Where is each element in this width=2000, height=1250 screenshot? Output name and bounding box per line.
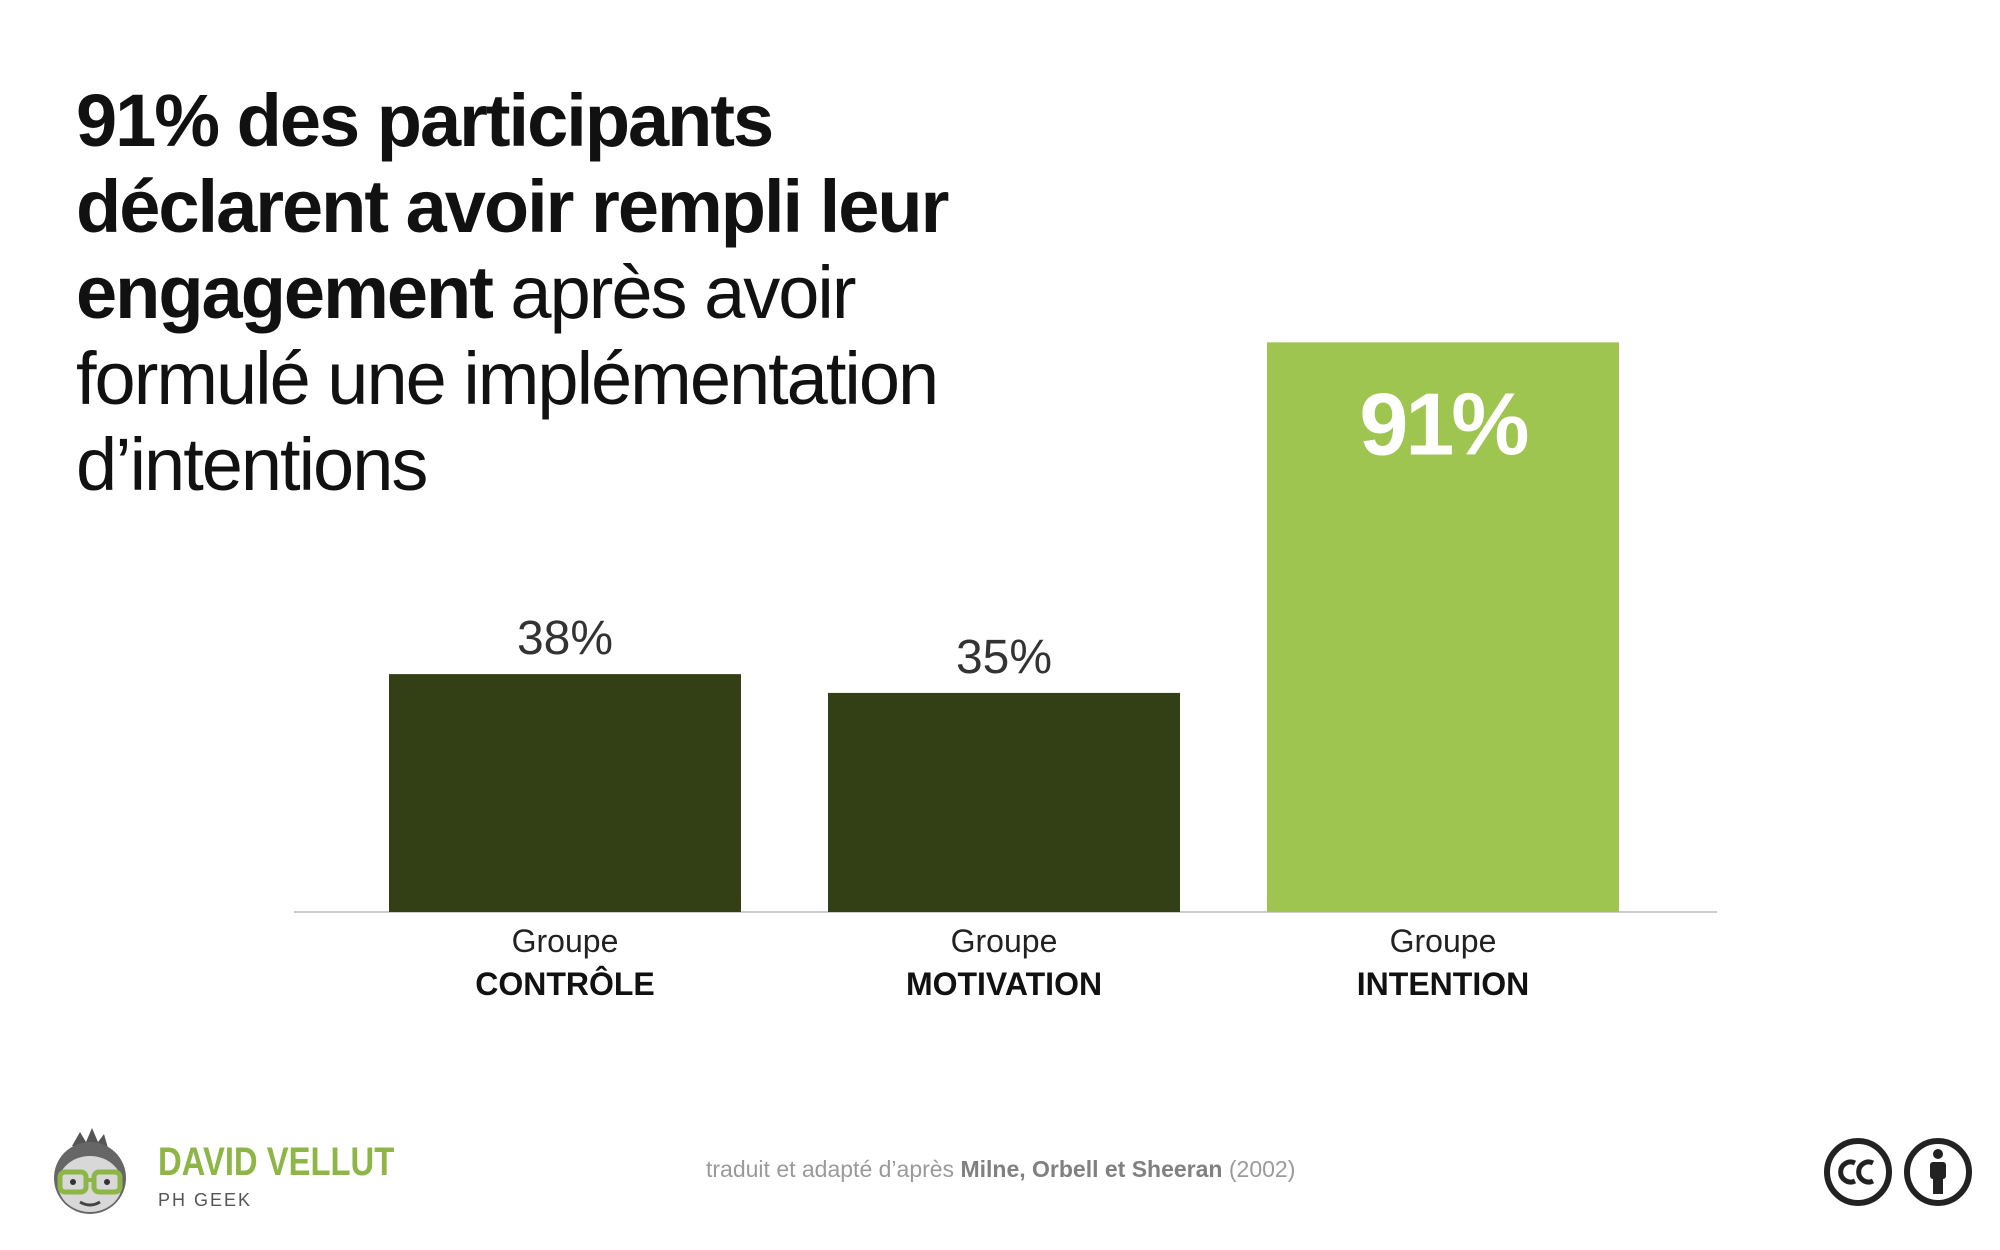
- bar-chart: 38% Groupe CONTRÔLE 35% Groupe MOTIVATION 91% G…: [294, 342, 1717, 1002]
- source-citation: traduit et adapté d’après Milne, Orbell …: [706, 1156, 1295, 1183]
- bar-1: [389, 674, 741, 912]
- source-prefix: traduit et adapté d’après: [706, 1156, 961, 1182]
- category-label-1-line-2: CONTRÔLE: [475, 966, 655, 1002]
- data-label-3: 91%: [1359, 374, 1527, 473]
- data-label-2: 35%: [956, 631, 1052, 684]
- source-authors: Milne, Orbell et Sheeran: [960, 1156, 1223, 1182]
- category-label-3-line-1: Groupe: [1390, 923, 1497, 959]
- category-label-3-line-2: INTENTION: [1357, 966, 1529, 1002]
- attribution-icon: [1904, 1138, 1972, 1206]
- headline: 91% des participants déclarent avoir rem…: [76, 78, 1036, 508]
- geek-avatar-icon: [54, 1128, 126, 1214]
- category-label-2-line-2: MOTIVATION: [906, 966, 1102, 1002]
- bars-group: 38% Groupe CONTRÔLE 35% Groupe MOTIVATION 91% G…: [389, 342, 1619, 1002]
- license-badges: [1822, 1136, 1972, 1208]
- category-label-2-line-1: Groupe: [951, 923, 1058, 959]
- cc-icon: [1824, 1138, 1892, 1206]
- category-label-1-line-1: Groupe: [512, 923, 619, 959]
- bar-3: [1267, 342, 1619, 913]
- bar-2: [828, 692, 1180, 912]
- data-label-1: 38%: [517, 612, 613, 665]
- brand-name: DAVID VELLUT: [158, 1140, 395, 1184]
- brand-block: DAVID VELLUT PH GEEK: [40, 1120, 394, 1230]
- headline-regular: après avoir formulé une implémentation d…: [76, 251, 939, 506]
- headline-bold: 91% des participants déclarent avoir rem…: [76, 79, 949, 334]
- source-year: (2002): [1222, 1156, 1296, 1182]
- brand-subtitle: PH GEEK: [158, 1190, 253, 1210]
